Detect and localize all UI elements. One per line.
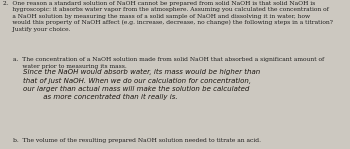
Text: Since the NaOH would absorb water, its mass would be higher than
that of just Na: Since the NaOH would absorb water, its m… xyxy=(23,69,260,100)
Text: b.  The volume of the resulting prepared NaOH solution needed to titrate an acid: b. The volume of the resulting prepared … xyxy=(13,138,261,143)
Text: a.  The concentration of a NaOH solution made from solid NaOH that absorbed a si: a. The concentration of a NaOH solution … xyxy=(13,57,324,69)
Text: 2.  One reason a standard solution of NaOH cannot be prepared from solid NaOH is: 2. One reason a standard solution of NaO… xyxy=(3,1,332,32)
